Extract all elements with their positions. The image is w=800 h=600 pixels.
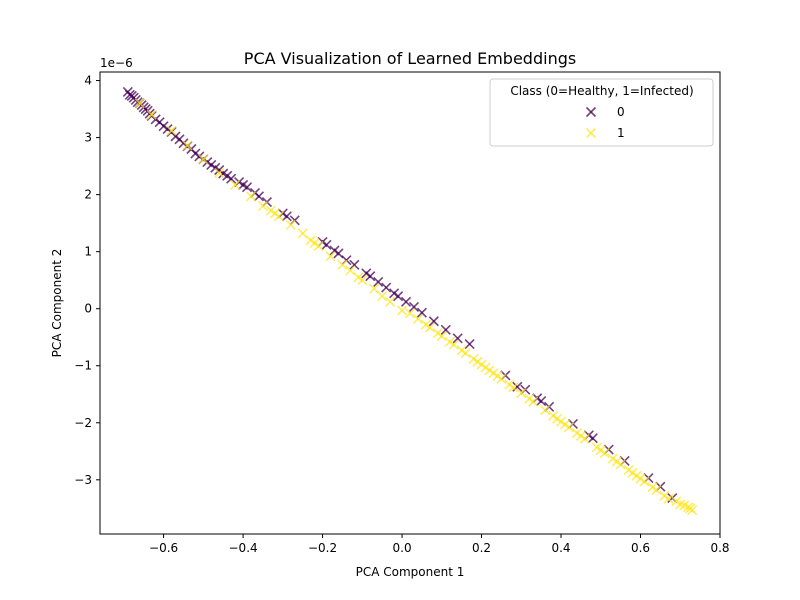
scatter-point-class-1 (285, 219, 296, 230)
y-axis-label: PCA Component 2 (50, 249, 64, 358)
scatter-point-class-1 (214, 167, 225, 179)
x-tick-label: 0.8 (710, 541, 729, 555)
x-tick-label: 0.0 (393, 541, 412, 555)
scatter-point-class-0 (440, 324, 451, 335)
plot-frame (99, 71, 721, 535)
scatter-point-class-1 (651, 485, 662, 496)
scatter-point-class-1 (273, 211, 284, 222)
y-tick-label: 0 (84, 302, 92, 316)
y-tick-label: 4 (84, 74, 92, 88)
legend-marker-class-1 (585, 127, 597, 139)
scatter-point-class-0 (512, 381, 523, 392)
scatter-point-class-1 (460, 348, 471, 359)
scatter-point-class-1 (448, 339, 459, 350)
scatter-point-class-1 (404, 308, 416, 319)
legend-marker-class-0 (585, 106, 597, 118)
scatter-point-class-1 (639, 476, 650, 487)
scatter-point-class-1 (540, 405, 551, 416)
x-tick-label: −0.6 (149, 541, 178, 555)
scatter-point-class-0 (393, 291, 404, 302)
y-tick-label: −2 (74, 416, 92, 430)
scatter-point-class-0 (321, 239, 332, 250)
scatter-point-class-0 (464, 339, 475, 350)
scatter-point-class-1 (257, 200, 269, 212)
x-tick-label: 0.6 (631, 541, 650, 555)
y-tick-label: 3 (84, 131, 92, 145)
scatter-point-class-1 (313, 240, 324, 252)
scatter-point-class-0 (226, 173, 237, 184)
scatter-point-class-0 (253, 191, 265, 202)
legend-entries: 01 (585, 105, 625, 140)
scatter-point-class-1 (687, 504, 698, 516)
y-axis: −3 −2 −1 0 1 2 3 4 (74, 74, 100, 487)
y-tick-label: 2 (84, 188, 92, 202)
scatter-point-class-1 (396, 305, 408, 316)
legend: Class (0=Healthy, 1=Infected) 01 (489, 78, 714, 147)
scatter-points (122, 86, 698, 516)
scatter-point-class-1 (198, 154, 209, 165)
scatter-point-class-0 (452, 333, 463, 344)
legend-title: Class (0=Healthy, 1=Infected) (510, 84, 693, 98)
scatter-point-class-1 (412, 313, 424, 325)
scatter-point-class-1 (134, 98, 145, 109)
legend-box (489, 78, 714, 147)
scatter-point-class-1 (357, 275, 368, 286)
scatter-point-class-1 (424, 322, 435, 333)
scatter-point-class-0 (349, 259, 360, 270)
scatter-point-class-0 (241, 182, 253, 193)
chart-title: PCA Visualization of Learned Embeddings (244, 49, 576, 68)
legend-label-class-1: 1 (617, 126, 625, 140)
scatter-point-class-1 (245, 191, 257, 202)
scatter-point-class-1 (325, 251, 336, 262)
y-offset-label: 1e−6 (100, 56, 133, 70)
scatter-point-class-1 (516, 388, 527, 399)
x-tick-label: −0.4 (229, 541, 258, 555)
plot-area (99, 71, 721, 535)
x-tick-label: 0.2 (472, 541, 491, 555)
scatter-point-class-1 (563, 422, 575, 433)
x-tick-label: 0.4 (551, 541, 570, 555)
scatter-point-class-1 (385, 296, 396, 307)
scatter-point-class-0 (381, 282, 392, 293)
x-axis-label: PCA Component 1 (356, 565, 465, 579)
scatter-point-class-1 (599, 447, 610, 459)
scatter-point-class-0 (365, 271, 376, 282)
scatter-point-class-0 (587, 433, 598, 444)
scatter-point-class-1 (369, 283, 380, 294)
x-tick-label: −0.2 (308, 541, 337, 555)
scatter-point-class-0 (536, 396, 547, 407)
scatter-point-class-1 (528, 396, 539, 407)
scatter-point-class-1 (146, 109, 157, 120)
scatter-point-class-1 (377, 291, 388, 302)
scatter-point-class-0 (428, 316, 439, 327)
scatter-point-class-0 (408, 301, 420, 313)
y-tick-label: −1 (74, 359, 92, 373)
scatter-point-class-1 (436, 331, 447, 342)
scatter-point-class-0 (416, 307, 427, 318)
scatter-point-class-1 (230, 179, 241, 190)
scatter-point-class-1 (663, 493, 674, 504)
scatter-point-class-1 (496, 373, 507, 384)
scatter-point-class-0 (400, 296, 412, 307)
scatter-point-class-1 (166, 125, 177, 136)
scatter-point-class-1 (508, 382, 519, 393)
y-tick-label: −3 (74, 473, 92, 487)
scatter-point-class-1 (579, 433, 590, 444)
scatter-point-class-0 (281, 211, 292, 222)
scatter-point-class-1 (337, 259, 348, 270)
x-axis: −0.6 −0.4 −0.2 0.0 0.2 0.4 0.6 0.8 (149, 534, 730, 555)
scatter-point-class-1 (182, 140, 193, 151)
scatter-point-class-1 (615, 459, 626, 470)
y-tick-label: 1 (84, 245, 92, 259)
legend-label-class-0: 0 (617, 105, 625, 119)
scatter-point-class-0 (373, 276, 384, 287)
